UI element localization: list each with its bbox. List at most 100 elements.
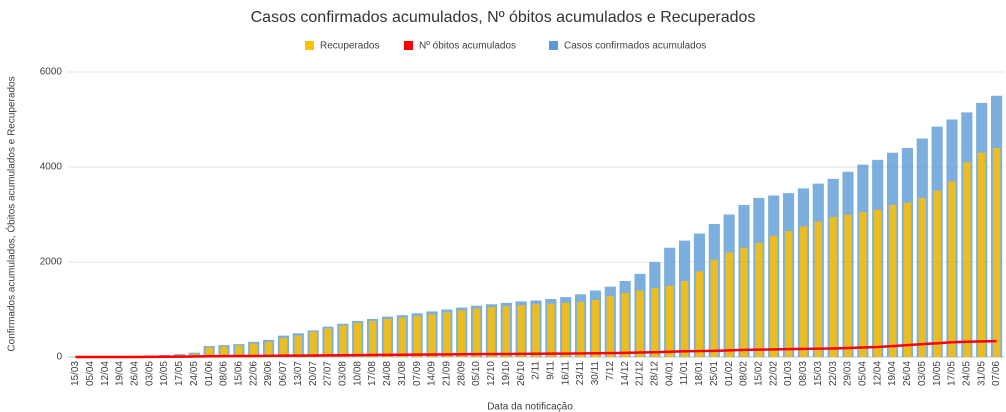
- bar: [591, 300, 600, 357]
- bar: [368, 320, 377, 357]
- x-tick-label: 9/11: [545, 361, 556, 380]
- bar: [606, 296, 614, 357]
- bar: [933, 190, 941, 357]
- x-tick-label: 2/11: [531, 361, 542, 380]
- x-tick-label: 11/01: [679, 361, 690, 386]
- x-tick-label: 31/05: [976, 361, 987, 386]
- bar: [413, 316, 421, 357]
- bar: [992, 148, 1001, 357]
- bar: [770, 235, 778, 357]
- x-tick-label: 10/05: [159, 361, 170, 386]
- x-tick-label: 12/04: [872, 361, 883, 386]
- x-tick-label: 19/04: [887, 361, 898, 386]
- x-tick-label: 06/07: [278, 361, 289, 386]
- x-tick-label: 14/12: [620, 361, 631, 386]
- x-tick-label: 21/09: [441, 361, 452, 386]
- x-tick-label: 23/11: [575, 361, 586, 386]
- bar: [235, 345, 243, 357]
- x-tick-label: 29/06: [263, 361, 274, 386]
- bar: [576, 301, 585, 357]
- bar: [458, 310, 466, 357]
- x-tick-label: 27/07: [323, 361, 334, 386]
- x-tick-label: 16/11: [560, 361, 571, 386]
- x-tick-label: 05/10: [471, 361, 482, 386]
- x-tick-label: 17/08: [367, 361, 378, 386]
- x-tick-label: 01/06: [204, 361, 215, 386]
- bar: [443, 312, 451, 357]
- x-tick-label: 12/04: [100, 361, 111, 386]
- x-tick-label: 01/02: [724, 361, 735, 386]
- x-tick-label: 22/06: [248, 361, 259, 386]
- bar: [784, 231, 793, 357]
- bar: [472, 308, 481, 357]
- bar: [829, 216, 837, 357]
- x-tick-label: 17/05: [174, 361, 185, 386]
- x-tick-label: 24/05: [189, 361, 200, 386]
- legend-swatch: [549, 41, 558, 50]
- x-tick-label: 14/09: [427, 361, 438, 386]
- bar: [428, 314, 436, 357]
- x-tick-label: 22/03: [828, 361, 839, 386]
- bar: [799, 226, 808, 357]
- x-tick-label: 28/09: [456, 361, 467, 386]
- bar: [339, 325, 347, 357]
- bar: [324, 328, 332, 357]
- bar: [695, 271, 704, 357]
- bar: [279, 338, 288, 357]
- x-tick-label: 13/07: [293, 361, 304, 386]
- bar: [666, 285, 674, 357]
- x-tick-label: 07/06: [991, 361, 1002, 386]
- x-tick-label: 24/08: [382, 361, 393, 386]
- bar: [547, 303, 555, 357]
- bar: [636, 290, 644, 357]
- x-tick-label: 26/04: [129, 361, 140, 386]
- x-tick-label: 08/06: [219, 361, 230, 386]
- bar: [978, 152, 986, 357]
- y-tick-label: 0: [56, 352, 62, 363]
- bar: [220, 346, 228, 357]
- x-tick-label: 10/08: [352, 361, 363, 386]
- x-tick-label: 26/04: [902, 361, 913, 386]
- bar: [250, 343, 258, 357]
- bar: [814, 221, 822, 357]
- y-tick-label: 2000: [40, 257, 63, 268]
- bar: [755, 243, 763, 357]
- x-tick-label: 18/01: [694, 361, 705, 386]
- x-tick-label: 08/03: [798, 361, 809, 386]
- bar: [264, 341, 273, 357]
- bar: [517, 305, 525, 357]
- x-tick-label: 01/03: [783, 361, 794, 386]
- x-tick-label: 10/05: [932, 361, 943, 386]
- bar: [874, 209, 882, 357]
- x-tick-label: 05/04: [85, 361, 96, 386]
- line: [75, 339, 997, 359]
- y-tick-label: 4000: [40, 162, 63, 173]
- bar: [710, 259, 718, 357]
- bar: [502, 306, 510, 357]
- bar: [354, 322, 362, 357]
- x-tick-label: 19/04: [115, 361, 126, 386]
- bar: [532, 304, 540, 357]
- x-tick-label: 08/02: [739, 361, 750, 386]
- x-tick-label: 31/08: [397, 361, 408, 386]
- bar: [205, 347, 213, 357]
- bar: [725, 252, 733, 357]
- bar: [963, 162, 971, 357]
- bar: [680, 281, 689, 357]
- x-tick-label: 17/05: [947, 361, 958, 386]
- x-tick-label: 19/10: [501, 361, 512, 386]
- bar: [740, 247, 748, 357]
- x-tick-label: 15/03: [70, 361, 81, 386]
- bar: [294, 335, 302, 357]
- bar: [859, 212, 867, 357]
- x-tick-label: 12/10: [486, 361, 497, 386]
- bar: [918, 197, 926, 357]
- x-tick-label: 04/01: [664, 361, 675, 386]
- x-tick-label: 24/05: [961, 361, 972, 386]
- x-tick-label: 7/12: [605, 361, 616, 381]
- x-tick-label: 22/02: [768, 361, 779, 386]
- x-tick-label: 05/04: [857, 361, 868, 386]
- bar: [383, 319, 392, 357]
- bar: [487, 307, 496, 357]
